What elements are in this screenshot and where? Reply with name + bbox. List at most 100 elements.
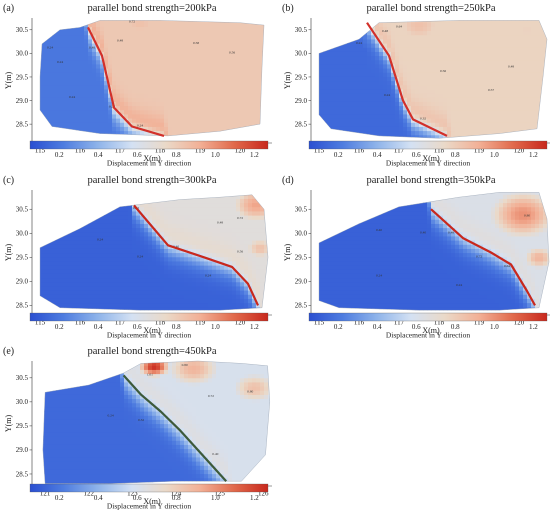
contour-label: 0.40 xyxy=(420,230,426,234)
colorbar-tick-label: 1.2 xyxy=(250,494,259,502)
colorbar-label: Displacement in Y direction xyxy=(107,502,191,511)
y-tick-label: 29.5 xyxy=(16,254,29,262)
panel-b: (b) parallel bond strength=250kPa 0.24 0.48… xyxy=(282,3,550,168)
contour-label: 0.24 xyxy=(205,274,211,278)
x-tick-label: 126 xyxy=(258,490,269,498)
contour-label: 0.72 xyxy=(129,20,135,24)
panel-title: parallel bond strength=300kPa xyxy=(88,175,217,186)
x-tick-label: 115 xyxy=(314,147,325,155)
displacement-field xyxy=(319,20,547,139)
colorbar-tick-label: 1.0 xyxy=(211,323,220,331)
colorbar-tick-label: 0.8 xyxy=(451,323,460,331)
shear-band-line xyxy=(366,22,448,137)
model-boundary xyxy=(39,194,269,311)
contour-label: 0.64 xyxy=(396,24,402,28)
contour-label: 0.24 xyxy=(57,60,63,64)
colorbar-tick-label: 1.0 xyxy=(211,494,220,502)
contour-label: 0.32 xyxy=(138,418,144,422)
colorbar-tick-label: 0.2 xyxy=(55,323,64,331)
contour-label: 0.80 xyxy=(182,363,188,367)
y-axis-label: Y(m) xyxy=(283,244,292,262)
contour-label: 0.80 xyxy=(524,213,530,217)
model-boundary xyxy=(318,20,548,139)
colorbar-label: Displacement in Y direction xyxy=(386,331,470,340)
y-axis-label: Y(m) xyxy=(283,72,292,90)
contour-label: 0.48 xyxy=(117,39,123,43)
x-axis-label: X(m) xyxy=(143,497,161,506)
contour-label: 0.58 xyxy=(193,41,199,45)
x-tick-label: 120 xyxy=(235,319,246,327)
colorbar-label: Displacement in Y direction xyxy=(107,159,191,168)
shear-band-line xyxy=(87,26,165,137)
contour-label: 1.01 xyxy=(147,372,153,376)
y-tick-label: 30.0 xyxy=(16,398,29,406)
x-axis-label: X(m) xyxy=(422,154,440,163)
contour-label: 0.72 xyxy=(237,216,243,220)
x-tick-label: 125 xyxy=(214,490,225,498)
x-tick-label: 116 xyxy=(75,147,86,155)
contour-label: 0.24 xyxy=(456,283,462,287)
contour-label: 0.72 xyxy=(208,394,214,398)
y-axis-label: Y(m) xyxy=(4,72,13,90)
contour-label: 0.48 xyxy=(448,230,454,234)
colorbar-tick-label: 0.8 xyxy=(451,151,460,159)
x-tick-label: 119 xyxy=(195,147,206,155)
model-boundary xyxy=(39,20,265,137)
colorbar-tick-label: 0.4 xyxy=(373,323,382,331)
colorbar-tick-label: 0.6 xyxy=(133,323,142,331)
contour-label: 0.24 xyxy=(356,41,362,45)
x-tick-label: 118 xyxy=(155,147,166,155)
y-tick-label: 28.5 xyxy=(16,120,29,128)
x-axis-label: X(m) xyxy=(422,326,440,335)
colorbar-tick-label: 0.6 xyxy=(412,151,421,159)
y-tick-label: 30.0 xyxy=(16,230,29,238)
y-tick-label: 29.0 xyxy=(16,446,29,454)
contour-label: 0.64 xyxy=(504,264,510,268)
contour-label: 0.48 xyxy=(508,65,514,69)
x-tick-label: 117 xyxy=(115,319,126,327)
colorbar xyxy=(308,140,548,150)
contour-label: 0.24 xyxy=(137,123,143,127)
colorbar-tick-label: 0.8 xyxy=(172,323,181,331)
x-tick-label: 117 xyxy=(115,147,126,155)
panel-c: (c) parallel bond strength=300kPa0.320.24… xyxy=(3,175,272,340)
panel-e: (e) parallel bond strength=450kPa1.010.80… xyxy=(3,346,272,511)
panel-label: (d) xyxy=(282,175,294,186)
colorbar-tick-label: 1.2 xyxy=(529,151,538,159)
contour-label: 0.24 xyxy=(384,93,390,97)
x-tick-label: 121 xyxy=(40,490,51,498)
colorbar-tick-label: 0.4 xyxy=(94,151,103,159)
x-axis-label: X(m) xyxy=(143,326,161,335)
contour-label: 0.56 xyxy=(440,69,446,73)
colorbar-tick-label: 0.2 xyxy=(55,151,64,159)
x-tick-label: 119 xyxy=(195,319,206,327)
panel-title: parallel bond strength=350kPa xyxy=(367,175,496,186)
y-tick-label: 30.5 xyxy=(16,374,29,382)
colorbar-tick-label: 0.4 xyxy=(373,151,382,159)
panel-title: parallel bond strength=450kPa xyxy=(88,346,217,357)
x-tick-label: 118 xyxy=(434,319,445,327)
displacement-field xyxy=(319,192,549,311)
contour-label: 0.24 xyxy=(137,254,143,258)
y-tick-label: 29.5 xyxy=(295,73,308,81)
colorbar xyxy=(29,140,269,150)
x-tick-label: 123 xyxy=(127,490,138,498)
x-tick-label: 115 xyxy=(35,319,46,327)
shear-band-line xyxy=(430,208,536,306)
contour-label: 0.32 xyxy=(420,116,426,120)
colorbar-label: Displacement in Y direction xyxy=(386,159,470,168)
y-tick-label: 29.0 xyxy=(16,278,29,286)
panel-title: parallel bond strength=250kPa xyxy=(367,3,496,14)
y-tick-label: 28.5 xyxy=(16,302,29,310)
x-tick-label: 115 xyxy=(35,147,46,155)
y-tick-label: 30.5 xyxy=(295,26,308,34)
shear-band-line xyxy=(133,204,259,306)
contour-label: 0.24 xyxy=(109,105,115,109)
colorbar-tick-label: 0.2 xyxy=(334,323,343,331)
y-tick-label: 29.0 xyxy=(16,97,29,105)
x-tick-label: 117 xyxy=(394,147,405,155)
x-tick-label: 118 xyxy=(155,319,166,327)
contour-label: 0.72 xyxy=(476,254,482,258)
colorbar xyxy=(29,483,269,493)
x-tick-label: 120 xyxy=(514,147,525,155)
